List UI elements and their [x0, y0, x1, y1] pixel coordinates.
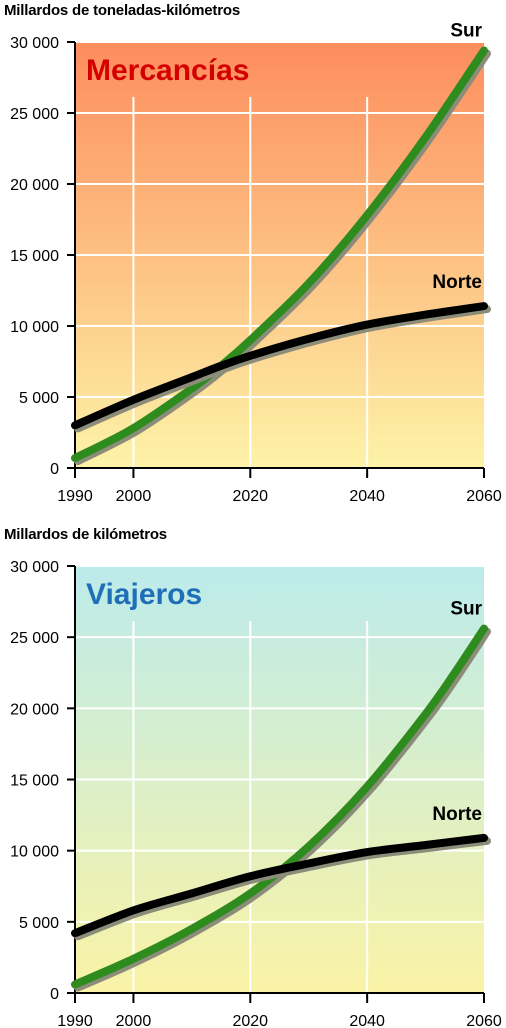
series-shadow	[74, 627, 491, 992]
x-tick-label: 2060	[466, 488, 502, 505]
y-axis-unit-label: Millardos de kilómetros	[4, 526, 167, 543]
series-shadow	[74, 49, 491, 466]
y-tick-label: 10 000	[10, 319, 59, 336]
y-tick-label: 20 000	[10, 177, 59, 194]
passenger-chart: Millardos de kilómetros 0 5 000 10 000 15 0…	[0, 524, 506, 1028]
x-tick-label: 1990	[57, 488, 93, 505]
y-tick-label: 15 000	[10, 773, 59, 790]
x-tick-label: 2020	[232, 488, 268, 505]
y-tick-label: 5 000	[19, 915, 59, 932]
y-tick-label: 10 000	[10, 844, 59, 861]
x-tick-label: 2040	[349, 1013, 385, 1028]
chart-title: Viajeros	[86, 578, 202, 611]
x-tick-label: 1990	[57, 1013, 93, 1028]
y-tick-label: 5 000	[19, 390, 59, 407]
x-tick-label: 2040	[349, 488, 385, 505]
y-tick-label: 30 000	[10, 559, 59, 576]
series-label-norte: Norte	[432, 804, 482, 825]
y-tick-label: 15 000	[10, 248, 59, 265]
y-tick-label: 0	[50, 986, 59, 1003]
x-tick-label: 2060	[466, 1013, 502, 1028]
x-tick-label: 2000	[116, 488, 152, 505]
chart-title: Mercancías	[86, 54, 249, 87]
series-line-norte	[71, 302, 488, 430]
passenger-chart-svg: 0 5 000 10 000 15 000 20 000 25 000 30 000 1990…	[10, 559, 502, 1028]
series-label-sur: Sur	[450, 21, 482, 42]
series-line-sur	[71, 624, 488, 989]
series-line-sur	[71, 46, 488, 463]
series-line-norte	[71, 833, 488, 938]
series-label-sur: Sur	[450, 599, 482, 620]
freight-chart-svg: 0 5 000 10 000 15 000 20 000 25 000 30 000 1990…	[10, 21, 502, 505]
series-label-norte: Norte	[432, 272, 482, 293]
y-tick-label: 25 000	[10, 630, 59, 647]
y-tick-label: 0	[50, 461, 59, 478]
x-tick-label: 2020	[232, 1013, 268, 1028]
y-tick-label: 25 000	[10, 106, 59, 123]
y-axis-unit-label: Millardos de toneladas-kilómetros	[4, 2, 240, 19]
x-tick-label: 2000	[116, 1013, 152, 1028]
y-tick-label: 20 000	[10, 701, 59, 718]
y-tick-label: 30 000	[10, 35, 59, 52]
freight-chart: Millardos de toneladas-kilómetros 0 5 000…	[4, 2, 502, 505]
